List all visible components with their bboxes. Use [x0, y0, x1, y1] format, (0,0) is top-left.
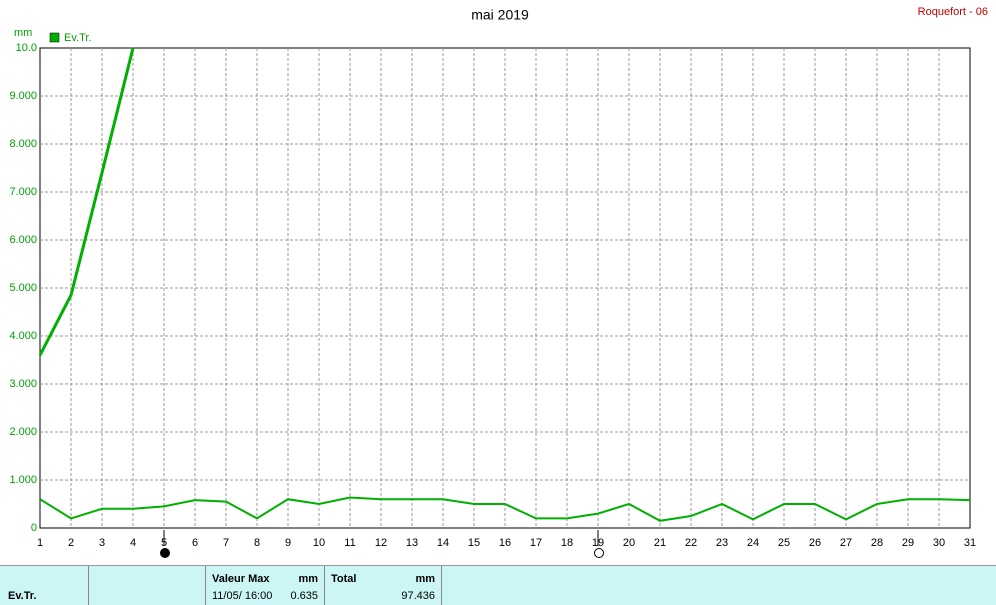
- x-tick-label: 25: [778, 537, 790, 549]
- unit: mm: [298, 573, 318, 585]
- y-tick-label: 1.000: [9, 474, 37, 486]
- unit: mm: [415, 573, 435, 585]
- x-tick-label: 13: [406, 537, 418, 549]
- total-value: 97.436: [401, 590, 435, 602]
- x-tick-label: 29: [902, 537, 914, 549]
- x-tick-label: 22: [685, 537, 697, 549]
- y-tick-label: 7.000: [9, 186, 37, 198]
- y-tick-label: 5.000: [9, 282, 37, 294]
- y-tick-label: 4.000: [9, 330, 37, 342]
- moon-phase: [160, 548, 170, 558]
- x-tick-label: 10: [313, 537, 325, 549]
- x-tick-label: 14: [437, 537, 449, 549]
- cell: Valeur Max mm 11/05/ 16:00 0.635: [206, 566, 325, 605]
- x-tick-label: 8: [254, 537, 260, 549]
- y-unit: mm: [14, 27, 32, 39]
- x-tick-label: 21: [654, 537, 666, 549]
- max-value: 0.635: [290, 590, 318, 602]
- chart-title: mai 2019: [471, 7, 529, 23]
- y-tick-label: 10.0: [16, 42, 37, 54]
- x-tick-label: 17: [530, 537, 542, 549]
- cell: Total mm 97.436: [325, 566, 442, 605]
- x-tick-label: 4: [130, 537, 136, 549]
- summary-table: Ev.Tr. Valeur Max mm 11/05/ 16:00 0.635 …: [0, 565, 996, 605]
- moon-phase: [594, 548, 604, 558]
- x-tick-label: 31: [964, 537, 976, 549]
- max-date: 11/05/ 16:00: [212, 590, 273, 602]
- x-tick-label: 16: [499, 537, 511, 549]
- x-tick-label: 15: [468, 537, 480, 549]
- x-tick-label: 26: [809, 537, 821, 549]
- header: Valeur Max: [212, 573, 270, 585]
- x-tick-label: 11: [344, 537, 355, 549]
- station: Roquefort - 06: [918, 6, 988, 18]
- y-tick-label: 0: [31, 522, 37, 534]
- x-tick-label: 18: [561, 537, 573, 549]
- x-tick-label: 30: [933, 537, 945, 549]
- y-tick-label: 9.000: [9, 90, 37, 102]
- series-line: [39, 496, 971, 522]
- x-tick-label: 23: [716, 537, 728, 549]
- legend-label: Ev.Tr.: [64, 32, 92, 44]
- x-tick-label: 20: [623, 537, 635, 549]
- x-tick-label: 7: [223, 537, 229, 549]
- series-line: [38, 47, 135, 356]
- x-tick-label: 12: [375, 537, 387, 549]
- x-tick-label: 28: [871, 537, 883, 549]
- x-tick-label: 6: [192, 537, 198, 549]
- header: Total: [331, 573, 357, 585]
- y-tick-label: 6.000: [9, 234, 37, 246]
- x-tick-label: 1: [37, 537, 43, 549]
- cell: [89, 566, 206, 605]
- y-tick-label: 3.000: [9, 378, 37, 390]
- legend-swatch: [49, 32, 60, 43]
- x-tick-label: 2: [68, 537, 74, 549]
- cell: Ev.Tr.: [0, 566, 89, 605]
- y-tick-label: 2.000: [9, 426, 37, 438]
- x-tick-label: 9: [285, 537, 291, 549]
- x-tick-label: 27: [840, 537, 852, 549]
- x-tick-label: 24: [747, 537, 759, 549]
- x-tick-label: 3: [99, 537, 105, 549]
- series-name: Ev.Tr.: [8, 590, 37, 602]
- chart: mai 2019 Roquefort - 06 mm 0 1.000 2.000 3.…: [9, 6, 988, 558]
- y-tick-label: 8.000: [9, 138, 37, 150]
